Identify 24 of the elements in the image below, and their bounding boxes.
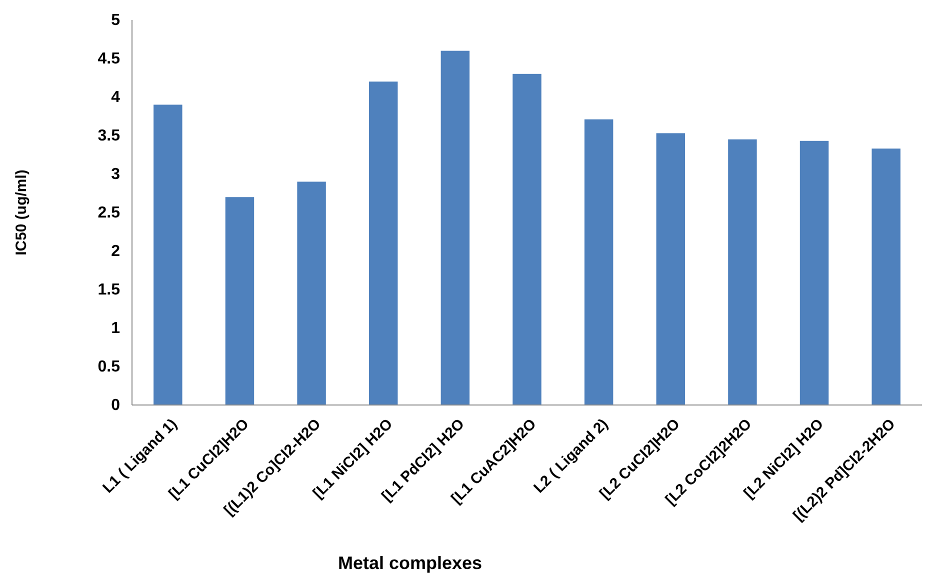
bar — [154, 104, 182, 405]
y-tick-label: 2 — [111, 243, 120, 260]
y-tick-label: 4 — [111, 89, 120, 106]
y-tick-label: 0 — [111, 397, 120, 414]
bar — [656, 133, 685, 405]
bar — [872, 148, 900, 405]
y-tick-label: 5 — [111, 12, 120, 30]
bar — [800, 140, 829, 405]
y-tick-label: 3 — [111, 166, 120, 184]
bar — [225, 197, 254, 405]
bar — [512, 74, 542, 405]
y-tick-label: 4.5 — [98, 50, 120, 68]
bar — [369, 82, 398, 405]
y-tick-label: 1.5 — [98, 282, 120, 299]
y-tick-label: 2.5 — [98, 204, 120, 222]
bar — [297, 182, 326, 405]
y-tick-label: 3.5 — [98, 128, 120, 145]
x-axis-title: Metal complexes — [338, 553, 482, 573]
y-axis-title: IC50 (ug/ml) — [13, 170, 30, 256]
y-tick-label: 1 — [111, 320, 120, 338]
bar — [440, 50, 470, 405]
bar — [728, 139, 757, 405]
bar — [584, 119, 614, 405]
y-tick-label: 0.5 — [98, 358, 120, 376]
